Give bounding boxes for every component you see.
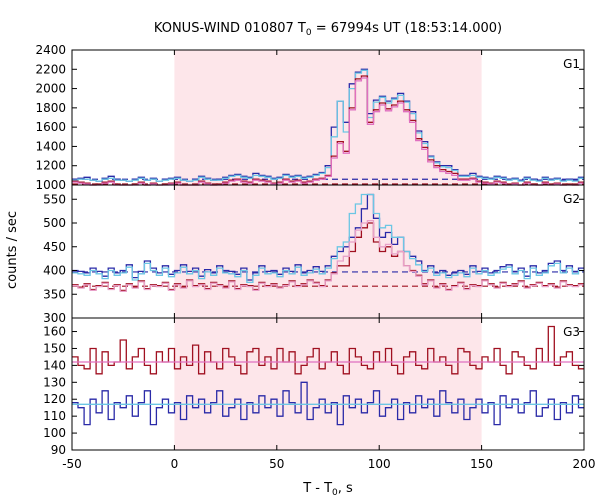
- y-tick-label: 2200: [35, 62, 66, 76]
- x-tick-label: 100: [368, 457, 391, 471]
- y-tick-label: 2000: [35, 82, 66, 96]
- x-tick-label: 200: [573, 457, 596, 471]
- x-tick-label: 50: [269, 457, 284, 471]
- panel-g3: [72, 325, 584, 426]
- panel-label-g1: G1: [563, 57, 580, 71]
- x-tick-label: 0: [171, 457, 179, 471]
- y-tick-label: 110: [43, 409, 66, 423]
- y-tick-label: 1400: [35, 139, 66, 153]
- y-tick-label: 300: [43, 311, 66, 325]
- shaded-interval-layer: [174, 50, 482, 450]
- series-cyan-line: [72, 69, 584, 182]
- ticks-layer: 1000120014001600180020002200240030035040…: [35, 43, 595, 471]
- y-tick-label: 1600: [35, 120, 66, 134]
- series-pink-line: [72, 219, 584, 293]
- y-tick-label: 1800: [35, 101, 66, 115]
- y-tick-label: 120: [43, 392, 66, 406]
- y-tick-label: 350: [43, 287, 66, 301]
- y-tick-label: 1000: [35, 178, 66, 192]
- y-tick-label: 1200: [35, 159, 66, 173]
- y-tick-label: 100: [43, 426, 66, 440]
- y-tick-label: 2400: [35, 43, 66, 57]
- chart-title: KONUS-WIND 010807 T0 = 67994s UT (18:53:…: [154, 21, 502, 38]
- panel-g2: [72, 193, 584, 293]
- y-tick-label: 450: [43, 240, 66, 254]
- y-axis-title: counts / sec: [5, 211, 20, 289]
- y-tick-label: 550: [43, 192, 66, 206]
- x-axis-title: T - T0, s: [302, 481, 353, 498]
- y-tick-label: 160: [43, 325, 66, 339]
- series-cyan-line: [72, 193, 584, 284]
- panel-label-g2: G2: [563, 192, 580, 206]
- series-blue-line: [72, 381, 584, 426]
- y-tick-label: 140: [43, 358, 66, 372]
- y-tick-label: 150: [43, 341, 66, 355]
- y-tick-label: 130: [43, 375, 66, 389]
- y-tick-label: 90: [51, 443, 66, 457]
- frame-layer: G1 G2 G3: [71, 49, 585, 451]
- y-tick-label: 500: [43, 216, 66, 230]
- x-tick-label: 150: [470, 457, 493, 471]
- series-blue-line: [72, 193, 584, 281]
- y-tick-label: 400: [43, 264, 66, 278]
- x-tick-label: -50: [62, 457, 82, 471]
- shaded-interval: [174, 50, 482, 450]
- panel-label-g3: G3: [563, 325, 580, 339]
- panel-frame-g3: [71, 317, 585, 451]
